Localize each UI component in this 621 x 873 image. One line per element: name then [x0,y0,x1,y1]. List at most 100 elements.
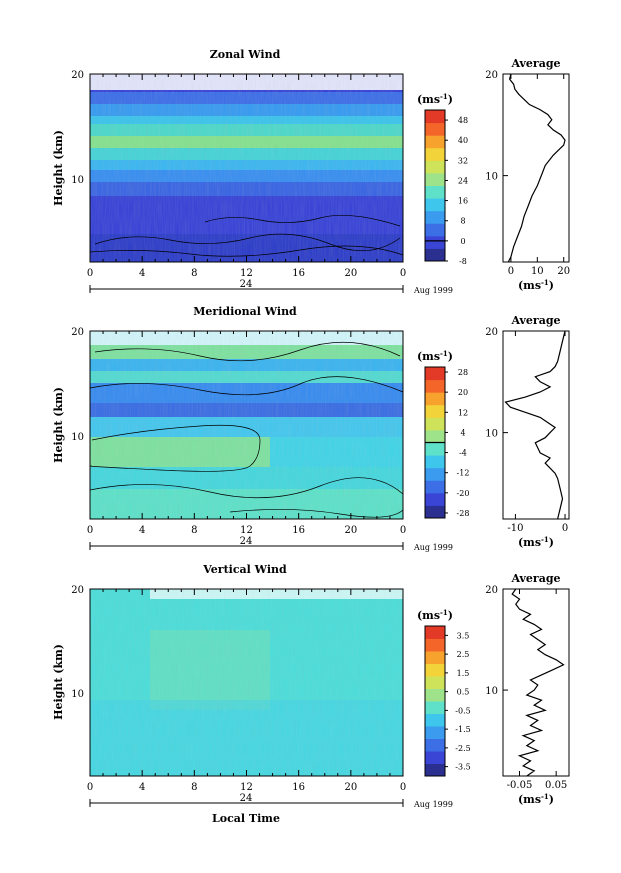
zonal-colorbar-tick-6: 40 [458,136,468,145]
meridional-xtick-5: 20 [344,525,357,536]
x-axis-label: Local Time [212,812,280,825]
zonal-panel: Zonal Wind Height (km) 0 4 8 12 16 20 0 20 10 [52,48,570,295]
meridional-yaxis: 20 10 [71,327,84,443]
zonal-ylabel: Height (km) [52,130,65,206]
meridional-colorbar-seg-8 [425,404,445,418]
meridional-colorbar-tick-7: 28 [458,368,468,377]
zonal-colorbar-unit: (ms-1) [417,92,453,106]
vertical-colorbar-seg-8 [425,663,445,677]
vertical-colorbar-tick-2: -1.5 [455,725,470,734]
meridional-profile-xtick-1: 0 [562,523,568,534]
zonal-xtick-2: 8 [191,268,197,279]
meridional-contour-4 [89,477,404,499]
vertical-xtick-4: 16 [292,782,305,793]
zonal-ytick-20: 20 [71,70,84,81]
vertical-colorbar-seg-6 [425,688,445,702]
zonal-colorbar: -8 0 8 16 24 32 40 48 (ms-1) [417,92,468,266]
vertical-colorbar-seg-4 [425,713,445,727]
vertical-ytick-20: 20 [71,585,84,596]
meridional-xtick-0: 0 [87,525,93,536]
meridional-ylabel: Height (km) [52,387,65,463]
zonal-contour-2 [94,233,401,252]
meridional-colorbar-seg-2 [425,480,445,494]
vertical-yaxis: 20 10 [71,585,84,700]
meridional-heatmap [89,331,404,519]
meridional-title: Meridional Wind [193,305,297,318]
vertical-profile: Average -0.05 0.05 20 10 (ms-1) [485,572,570,806]
zonal-profile-ytick-10: 10 [485,172,498,183]
vertical-xtick-3: 12 [240,782,253,793]
zonal-colorbar-seg-11 [425,110,445,124]
zonal-colorbar-seg-3 [425,210,445,224]
meridional-xtick-3: 12 [240,525,253,536]
vertical-colorbar: -3.5 -2.5 -1.5 -0.5 0.5 1.5 2.5 3.5 (ms-1) [417,608,471,777]
vertical-profile-unit: (ms-1) [518,792,554,806]
zonal-colorbar-tick-1: 0 [460,237,465,246]
zonal-colorbar-seg-10 [425,122,445,136]
vertical-profile-title: Average [510,572,560,585]
meridional-profile-unit: (ms-1) [518,535,554,549]
vertical-colorbar-tick-1: -2.5 [455,744,470,753]
vertical-ytick-10: 10 [71,689,84,700]
zonal-colorbar-seg-2 [425,223,445,237]
vertical-profile-line [511,588,565,777]
zonal-xtick-1: 4 [139,268,145,279]
zonal-colorbar-tick-0: -8 [459,257,467,266]
meridional-colorbar-tick-4: 4 [460,428,465,437]
meridional-colorbar-tick-6: 20 [458,388,468,397]
vertical-colorbar-seg-7 [425,676,445,689]
meridional-colorbar-seg-5 [425,442,445,456]
vertical-xtick-6: 0 [400,782,406,793]
zonal-colorbar-seg-4 [425,198,445,212]
vertical-heatmap [90,589,403,776]
zonal-day-bar: 24 Aug 1999 [89,279,453,295]
meridional-colorbar-tick-5: 12 [458,408,468,417]
meridional-xtick-2: 8 [191,525,197,536]
meridional-colorbar-seg-7 [425,417,445,431]
zonal-date-label: Aug 1999 [413,286,453,295]
vertical-profile-xtick-1: 0.05 [545,780,567,791]
vertical-colorbar-tick-0: -3.5 [455,763,470,772]
meridional-day-bar: 24 Aug 1999 [89,536,453,552]
meridional-contour-2 [89,376,404,396]
meridional-xtick-6: 0 [400,525,406,536]
meridional-colorbar-unit: (ms-1) [417,349,453,363]
meridional-colorbar-seg-9 [425,392,445,406]
meridional-colorbar: -28 -20 -12 -4 4 12 20 28 (ms-1) [417,349,469,519]
vertical-colorbar-seg-0 [425,763,445,777]
meridional-xtick-1: 4 [139,525,145,536]
vertical-colorbar-tick-4: 0.5 [457,688,470,697]
vertical-xaxis: 0 4 8 12 16 20 0 [87,589,406,793]
zonal-profile-xtick-2: 20 [557,266,570,277]
meridional-colorbar-seg-0 [425,505,445,519]
zonal-profile-unit: (ms-1) [518,278,554,292]
vertical-colorbar-seg-2 [425,738,445,752]
vertical-colorbar-seg-5 [425,701,445,714]
meridional-day-label: 24 [240,536,253,547]
zonal-grain [90,74,403,262]
zonal-xtick-5: 20 [344,268,357,279]
meridional-profile-line [504,330,566,520]
vertical-xtick-1: 4 [139,782,145,793]
vertical-ylabel: Height (km) [52,644,65,720]
vertical-colorbar-seg-1 [425,751,445,764]
zonal-profile-line [507,73,566,263]
meridional-colorbar-seg-3 [425,467,445,481]
meridional-colorbar-seg-1 [425,492,445,506]
zonal-yaxis: 20 10 [71,70,84,186]
vertical-profile-ytick-10: 10 [485,686,498,697]
meridional-profile-ytick-10: 10 [485,429,498,440]
zonal-colorbar-seg-1 [425,235,445,249]
vertical-profile-ytick-20: 20 [485,585,498,596]
zonal-colorbar-tick-3: 16 [458,197,468,206]
vertical-colorbar-tick-5: 1.5 [457,669,470,678]
vertical-grain [90,589,403,776]
zonal-colorbar-seg-5 [425,185,445,199]
zonal-xtick-4: 16 [292,268,305,279]
meridional-colorbar-tick-0: -28 [457,509,470,518]
vertical-title: Vertical Wind [202,563,287,576]
meridional-ytick-20: 20 [71,327,84,338]
zonal-title: Zonal Wind [210,48,281,61]
meridional-contour-1 [94,341,401,362]
zonal-heatmap [89,74,404,262]
